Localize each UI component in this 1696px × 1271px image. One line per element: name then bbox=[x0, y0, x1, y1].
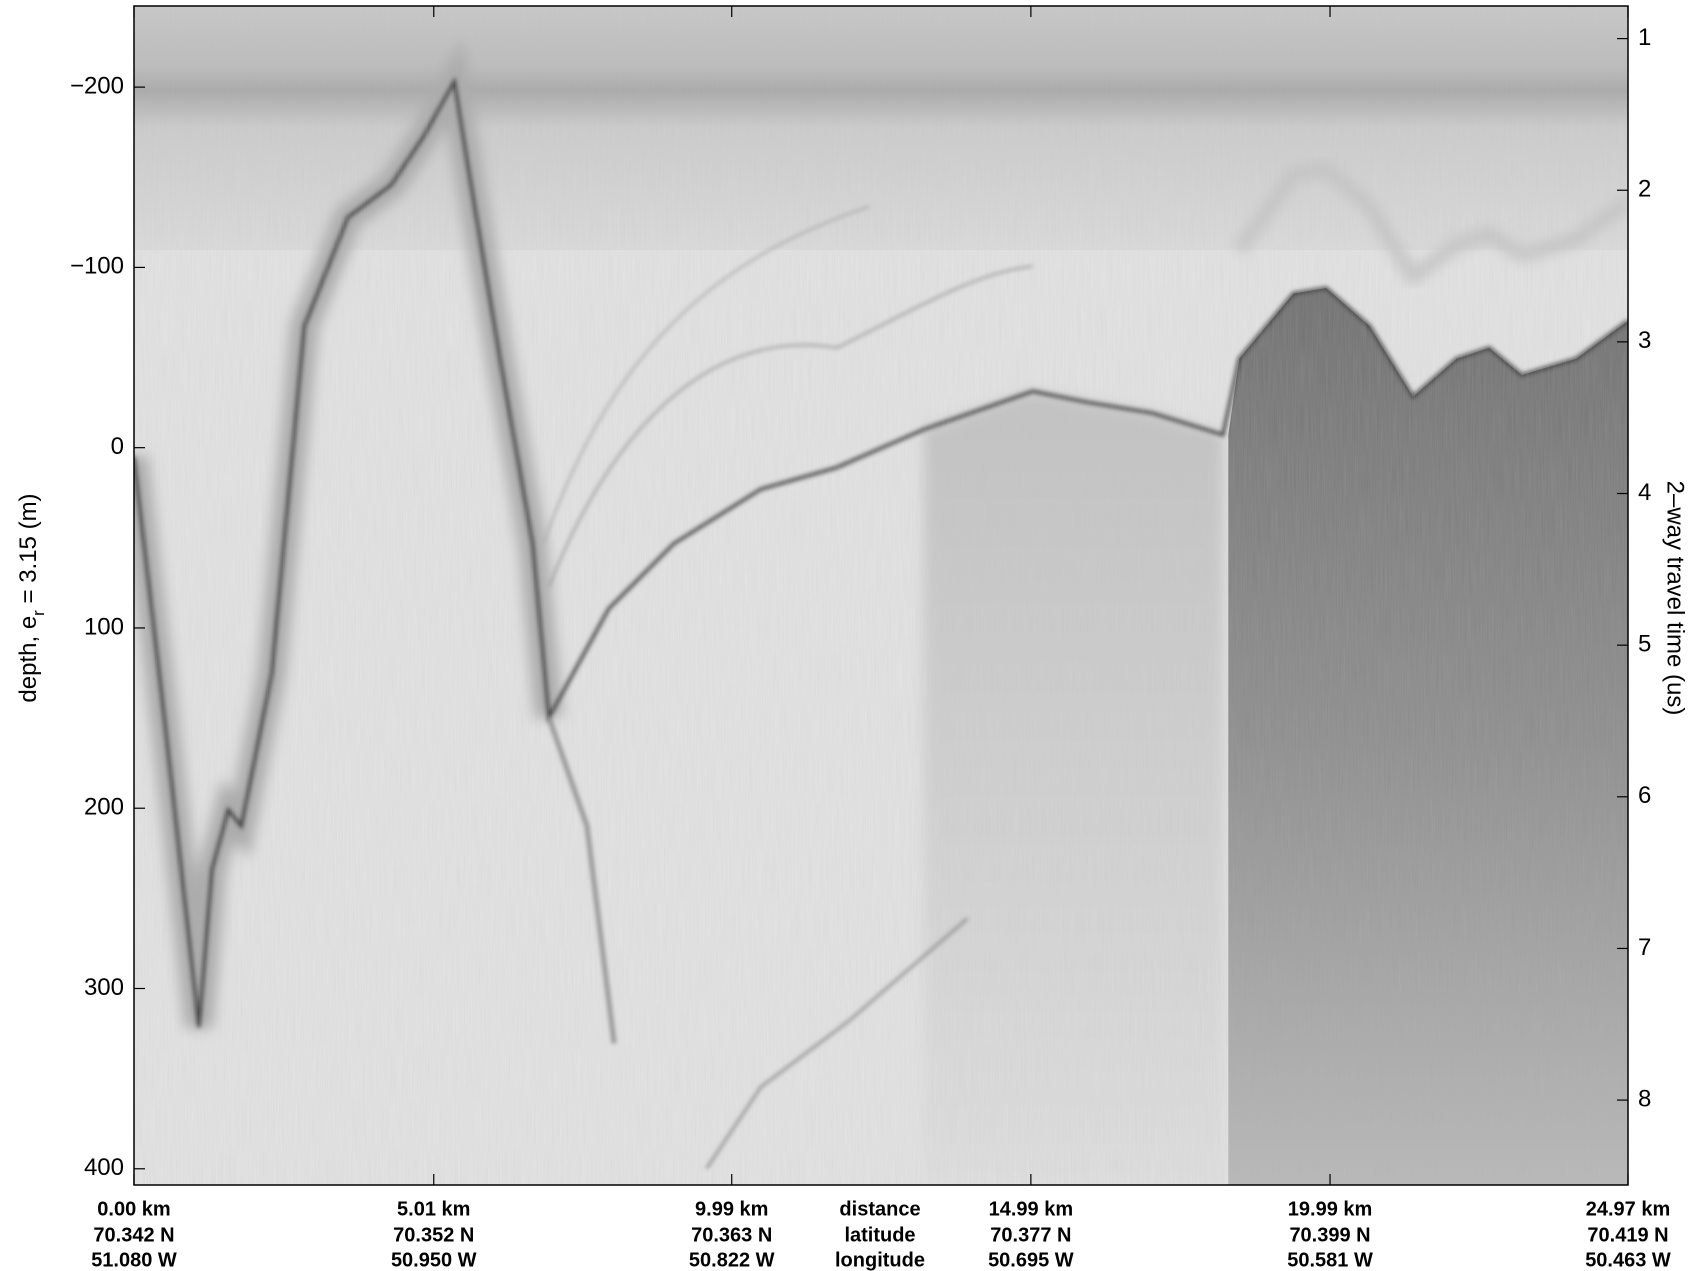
x-tick-label: 19.99 km bbox=[1288, 1198, 1373, 1220]
y-tick-label: 0 bbox=[111, 433, 124, 460]
latitude-label: 70.363 N bbox=[691, 1224, 772, 1246]
y-tick-label: 400 bbox=[84, 1154, 124, 1181]
x-row-label: latitude bbox=[844, 1224, 915, 1246]
y-label-part: = 3.15 (m) bbox=[15, 493, 42, 610]
longitude-label: 50.581 W bbox=[1287, 1249, 1373, 1271]
longitude-label: 50.822 W bbox=[689, 1249, 775, 1271]
longitude-label: 50.463 W bbox=[1585, 1249, 1671, 1271]
latitude-label: 70.377 N bbox=[990, 1224, 1071, 1246]
y-label-part: depth, e bbox=[15, 616, 42, 703]
y2-axis-label: 2–way travel time (us) bbox=[1662, 481, 1689, 716]
y-tick-label: −200 bbox=[70, 72, 124, 99]
echogram-image bbox=[134, 6, 1628, 1185]
x-tick-label: 0.00 km bbox=[97, 1198, 170, 1220]
latitude-label: 70.352 N bbox=[393, 1224, 474, 1246]
y2-tick-label: 4 bbox=[1638, 479, 1651, 506]
y2-tick-label: 6 bbox=[1638, 782, 1651, 809]
y2-tick-label: 7 bbox=[1638, 934, 1651, 961]
y2-tick-label: 1 bbox=[1638, 24, 1651, 51]
plot-frame bbox=[133, 5, 1629, 1186]
y-tick-label: 100 bbox=[84, 613, 124, 640]
latitude-label: 70.399 N bbox=[1289, 1224, 1370, 1246]
longitude-label: 50.950 W bbox=[391, 1249, 477, 1271]
x-tick-label: 5.01 km bbox=[397, 1198, 470, 1220]
x-row-label: distance bbox=[839, 1198, 920, 1220]
y-tick-label: −100 bbox=[70, 253, 124, 280]
y-tick-label: 200 bbox=[84, 794, 124, 821]
y2-tick-label: 3 bbox=[1638, 327, 1651, 354]
y-axis-label: depth, er = 3.15 (m) bbox=[15, 493, 48, 702]
x-tick-label: 9.99 km bbox=[695, 1198, 768, 1220]
longitude-label: 50.695 W bbox=[988, 1249, 1074, 1271]
latitude-label: 70.342 N bbox=[93, 1224, 174, 1246]
y2-tick-label: 5 bbox=[1638, 631, 1651, 658]
y2-tick-label: 8 bbox=[1638, 1085, 1651, 1112]
y-tick-label: 300 bbox=[84, 974, 124, 1001]
x-row-label: longitude bbox=[835, 1249, 925, 1271]
longitude-label: 51.080 W bbox=[91, 1249, 177, 1271]
y2-tick-label: 2 bbox=[1638, 176, 1651, 203]
y-label-sub: r bbox=[29, 610, 48, 616]
x-tick-label: 14.99 km bbox=[989, 1198, 1074, 1220]
latitude-label: 70.419 N bbox=[1587, 1224, 1668, 1246]
x-tick-label: 24.97 km bbox=[1586, 1198, 1671, 1220]
